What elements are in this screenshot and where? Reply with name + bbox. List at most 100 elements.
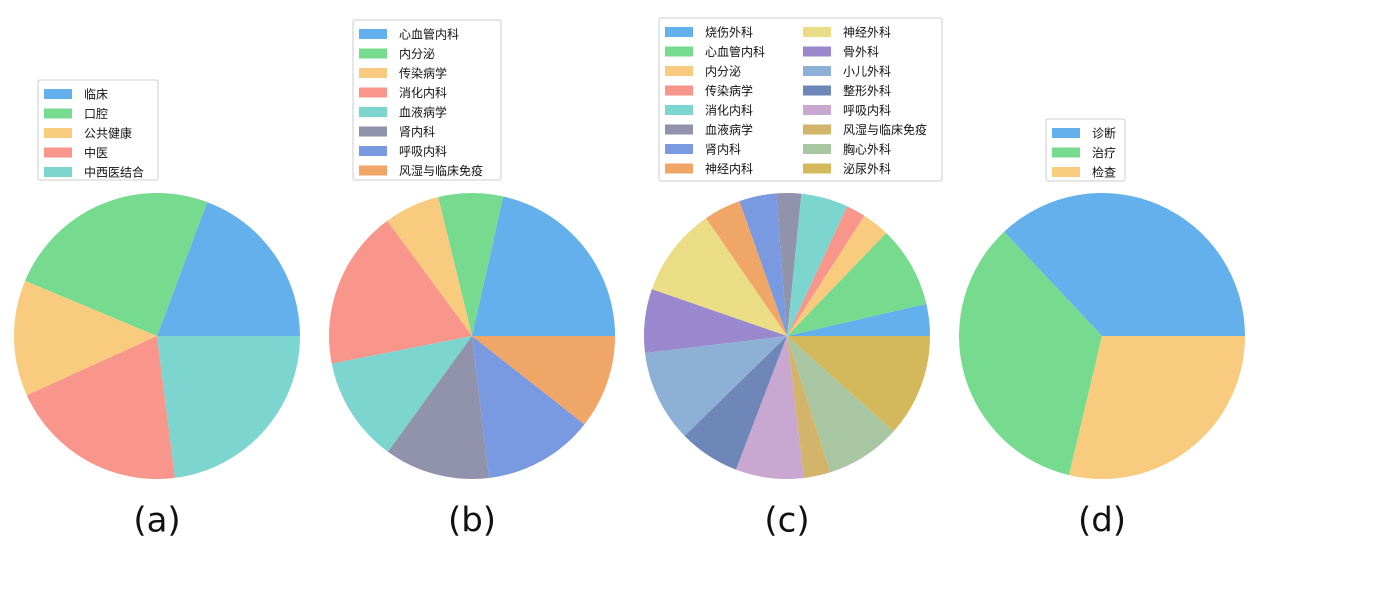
legend-item: 消化内科: [359, 86, 447, 100]
pie-slice-1: [472, 196, 615, 336]
legend-label: 小儿外科: [843, 65, 891, 79]
legend-label: 内分泌: [705, 65, 741, 79]
legend-frame: [352, 19, 502, 181]
legend-label: 中医: [84, 145, 108, 160]
legend-item: 神经外科: [803, 26, 891, 40]
legend-swatch: [665, 27, 693, 37]
legend-label: 整形外科: [843, 83, 891, 98]
legend-swatch: [803, 66, 831, 76]
pie-slice-1: [787, 303, 930, 336]
legend-item: 神经内科: [665, 162, 753, 176]
pie-slice-9: [651, 218, 787, 336]
legend-swatch: [44, 108, 72, 119]
legend-label: 传染病学: [705, 83, 753, 98]
pie-slice-11: [645, 336, 787, 436]
legend-item: 血液病学: [359, 105, 447, 120]
legend-item: 公共健康: [44, 126, 132, 141]
legend-swatch: [44, 89, 72, 99]
legend-item: 烧伤外科: [665, 26, 753, 40]
legend-label: 血液病学: [399, 105, 447, 120]
pie-slice-3: [13, 280, 157, 396]
legend-swatch: [803, 85, 831, 96]
pie-slice-2: [958, 231, 1102, 476]
legend-label: 中西医结合: [84, 165, 144, 180]
legend-item: 诊断: [1052, 126, 1116, 141]
legend-label: 神经外科: [843, 26, 891, 40]
pie-slice-4: [329, 220, 472, 364]
pie-slice-1: [157, 202, 300, 336]
legend-item: 传染病学: [359, 66, 447, 81]
legend-swatch: [803, 27, 831, 37]
legend-label: 风湿与临床免疫: [843, 122, 927, 137]
panel-caption: (c): [764, 501, 809, 541]
pie-slice-3: [787, 215, 887, 336]
legend-swatch: [803, 105, 831, 115]
legend-label: 心血管内科: [399, 27, 459, 42]
pie-slice-15: [787, 336, 894, 473]
pie-slice-2: [25, 193, 208, 336]
pie-slice-16: [787, 336, 930, 432]
legend-swatch: [665, 144, 693, 154]
legend-label: 诊断: [1092, 126, 1116, 141]
legend-label: 呼吸内科: [843, 104, 891, 118]
legend-label: 骨外科: [843, 45, 879, 59]
legend-label: 口腔: [84, 106, 108, 121]
legend-swatch: [359, 107, 387, 117]
legend-label: 血液病学: [705, 122, 753, 137]
legend-item: 整形外科: [803, 83, 891, 98]
legend-item: 呼吸内科: [359, 145, 447, 159]
pie-slice-4: [26, 336, 175, 479]
legend-item: 中西医结合: [44, 165, 144, 180]
legend-item: 内分泌: [359, 47, 435, 61]
legend-swatch: [803, 163, 831, 174]
pie-slice-2: [438, 193, 504, 336]
pie-slice-3: [387, 197, 472, 336]
legend-item: 呼吸内科: [803, 104, 891, 118]
legend-item: 肾内科: [359, 125, 435, 139]
pie-slice-10: [643, 289, 787, 354]
legend-item: 风湿与临床免疫: [803, 122, 927, 137]
legend-item: 中医: [44, 145, 108, 160]
legend-item: 检查: [1052, 165, 1116, 180]
panel-caption: (b): [448, 501, 496, 541]
legend-label: 烧伤外科: [705, 26, 753, 40]
legend-swatch: [665, 124, 693, 135]
pie-slice-1: [1004, 192, 1245, 336]
panel-caption: (a): [133, 501, 180, 541]
legend-swatch: [803, 144, 831, 154]
legend-item: 消化内科: [665, 104, 753, 118]
legend-label: 风湿与临床免疫: [399, 163, 483, 178]
legend-label: 传染病学: [399, 66, 447, 81]
legend-swatch: [359, 29, 387, 39]
legend-label: 治疗: [1092, 146, 1116, 160]
legend-swatch: [665, 66, 693, 76]
legend-swatch: [803, 124, 831, 135]
legend-item: 骨外科: [803, 45, 879, 59]
legend-label: 神经内科: [705, 162, 753, 176]
pie-slice-8: [705, 201, 787, 336]
pie-slice-14: [787, 336, 831, 478]
legend-item: 心血管内科: [665, 44, 765, 59]
pie-slice-2: [787, 232, 927, 336]
legend-label: 检查: [1092, 165, 1116, 180]
legend-label: 肾内科: [399, 125, 435, 139]
legend-swatch: [359, 48, 387, 59]
legend-item: 胸心外科: [803, 142, 891, 157]
legend-label: 肾内科: [705, 143, 741, 157]
legend-item: 泌尿外科: [803, 162, 891, 176]
pie-slice-6: [387, 336, 490, 480]
legend-item: 血液病学: [665, 122, 753, 137]
pie-slice-5: [157, 336, 300, 478]
legend-label: 泌尿外科: [843, 162, 891, 176]
legend-item: 小儿外科: [803, 65, 891, 79]
legend-label: 心血管内科: [705, 44, 765, 59]
legend-swatch: [44, 128, 72, 138]
legend-item: 治疗: [1052, 146, 1116, 160]
pie-slice-12: [684, 336, 787, 470]
